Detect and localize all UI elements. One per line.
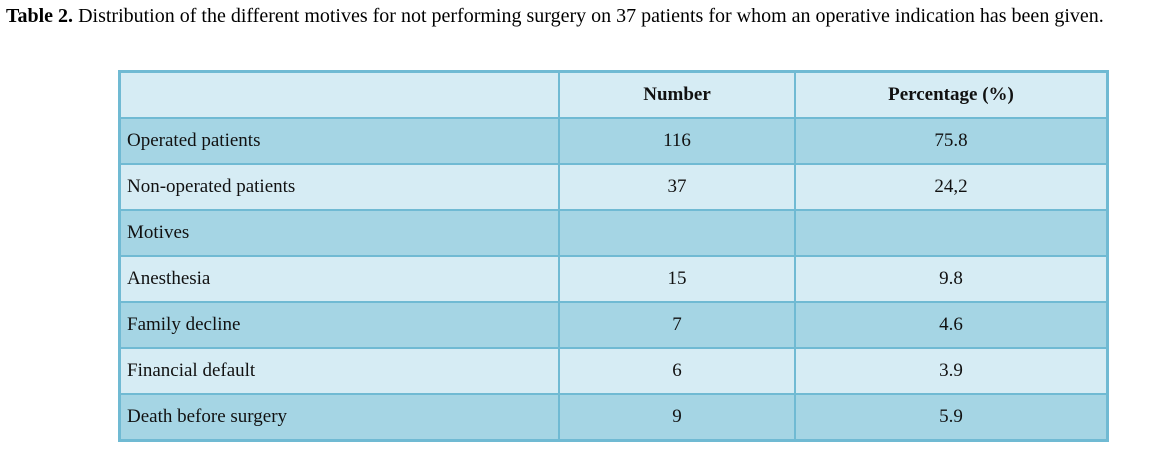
row-label: Anesthesia bbox=[118, 255, 560, 303]
distribution-table: Number Percentage (%) Operated patients … bbox=[118, 70, 1109, 442]
table-caption-label: Table 2. bbox=[6, 5, 74, 27]
row-label: Non-operated patients bbox=[118, 163, 560, 211]
row-label: Financial default bbox=[118, 347, 560, 395]
table-row: Family decline 7 4.6 bbox=[118, 301, 1109, 349]
header-empty-cell bbox=[118, 70, 560, 119]
row-number: 6 bbox=[558, 347, 796, 395]
header-percentage: Percentage (%) bbox=[794, 70, 1109, 119]
row-number: 9 bbox=[558, 393, 796, 442]
row-number: 7 bbox=[558, 301, 796, 349]
header-number: Number bbox=[558, 70, 796, 119]
table-header-row: Number Percentage (%) bbox=[118, 70, 1109, 119]
row-percentage: 9.8 bbox=[794, 255, 1109, 303]
row-number: 37 bbox=[558, 163, 796, 211]
row-number bbox=[558, 209, 796, 257]
table-row: Non-operated patients 37 24,2 bbox=[118, 163, 1109, 211]
table-row: Death before surgery 9 5.9 bbox=[118, 393, 1109, 442]
table-row: Motives bbox=[118, 209, 1109, 257]
row-percentage bbox=[794, 209, 1109, 257]
table-row: Operated patients 116 75.8 bbox=[118, 117, 1109, 165]
row-number: 15 bbox=[558, 255, 796, 303]
row-label: Motives bbox=[118, 209, 560, 257]
table-row: Financial default 6 3.9 bbox=[118, 347, 1109, 395]
table-row: Anesthesia 15 9.8 bbox=[118, 255, 1109, 303]
row-percentage: 5.9 bbox=[794, 393, 1109, 442]
row-percentage: 24,2 bbox=[794, 163, 1109, 211]
row-percentage: 4.6 bbox=[794, 301, 1109, 349]
row-percentage: 3.9 bbox=[794, 347, 1109, 395]
row-label: Family decline bbox=[118, 301, 560, 349]
row-label: Death before surgery bbox=[118, 393, 560, 442]
row-percentage: 75.8 bbox=[794, 117, 1109, 165]
table-caption: Table 2. Distribution of the different m… bbox=[6, 3, 1172, 30]
row-number: 116 bbox=[558, 117, 796, 165]
table-caption-text: Distribution of the different motives fo… bbox=[73, 5, 1104, 27]
row-label: Operated patients bbox=[118, 117, 560, 165]
